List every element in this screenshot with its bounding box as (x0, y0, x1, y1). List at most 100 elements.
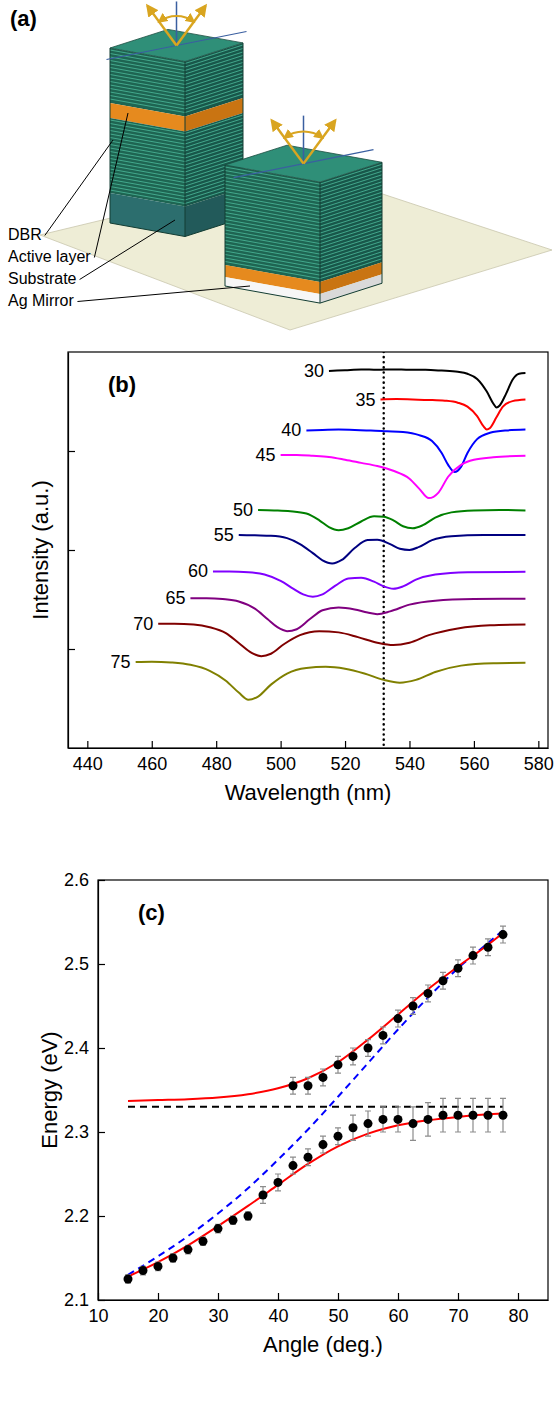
series-label: 75 (111, 652, 131, 672)
series-label: 35 (355, 390, 375, 410)
pillar-edge (110, 43, 243, 237)
data-point (244, 1212, 253, 1221)
layer-stripe (225, 220, 382, 240)
x-tick-mark (338, 1293, 339, 1300)
layer-side (320, 274, 382, 303)
x-tick-mark (398, 1293, 399, 1300)
data-point (139, 1266, 148, 1275)
layer-front (225, 277, 320, 303)
data-point (394, 1115, 403, 1124)
x-tick-mark (281, 741, 282, 748)
x-tick-label: 30 (208, 1306, 228, 1326)
pillar-edge (225, 162, 382, 303)
data-point (229, 1216, 238, 1225)
y-tick-mark (98, 1300, 105, 1301)
y-axis-line (98, 881, 99, 1301)
y-tick-label: 2.1 (64, 1290, 89, 1310)
x-axis-line (69, 748, 549, 749)
x-tick-mark (538, 741, 539, 748)
x-axis: 1020304050607080 (88, 1293, 548, 1326)
layer-stripe (225, 234, 382, 254)
data-point (484, 943, 493, 952)
series-line (128, 930, 503, 1274)
leader-line (80, 220, 175, 280)
y-tick-mark (68, 451, 75, 452)
layer-stripe (225, 227, 382, 247)
layer-stripe (225, 252, 382, 272)
plot-frame (68, 352, 548, 748)
data-point (169, 1254, 178, 1263)
figure: (a)DBRActive layerSubstrateAg Mirror4404… (0, 0, 557, 1403)
series-line (281, 455, 526, 498)
normal-line (303, 116, 305, 164)
data-point (424, 989, 433, 998)
x-tick-label: 60 (388, 1306, 408, 1326)
plot-area (136, 352, 526, 748)
series-line (213, 571, 525, 596)
data-point (334, 1060, 343, 1069)
x-tick-mark (409, 741, 410, 748)
data-point (439, 1111, 448, 1120)
panel-label: (b) (108, 372, 136, 397)
x-axis-title: Wavelength (nm) (225, 780, 392, 805)
x-tick-label: 540 (395, 754, 425, 774)
x-tick-label: 80 (508, 1306, 528, 1326)
data-point (469, 1111, 478, 1120)
layer-label: Active layer (8, 248, 91, 265)
data-point (199, 1237, 208, 1246)
layer-stripe (225, 182, 382, 202)
y-axis-title: Energy (eV) (37, 1031, 62, 1148)
y-tick-mark (98, 1216, 105, 1217)
leader-line (77, 286, 250, 302)
leader-line (94, 113, 128, 258)
plot-frame (98, 880, 548, 1300)
series-line (239, 535, 526, 564)
x-tick: 460 (137, 741, 167, 774)
incidence-arrows (107, 1, 247, 59)
y-tick-mark (68, 550, 75, 551)
data-point (379, 1115, 388, 1124)
y-tick: 2.6 (64, 870, 105, 890)
beam-arrow (177, 6, 206, 46)
x-tick: 30 (208, 1293, 228, 1326)
data-point (454, 964, 463, 973)
data-point (319, 1140, 328, 1149)
data-point (394, 1014, 403, 1023)
layer-label: Ag Mirror (8, 292, 74, 309)
series-label: 40 (281, 420, 301, 440)
x-tick: 520 (331, 741, 361, 774)
normal-line (176, 1, 178, 45)
series-label: 45 (256, 445, 276, 465)
series-label: 65 (165, 588, 185, 608)
x-tick-mark (152, 741, 153, 748)
x-tick-mark (458, 1293, 459, 1300)
y-tick: 2.1 (64, 1290, 105, 1310)
series-line (128, 1106, 503, 1108)
y-tick: 2.3 (64, 1122, 105, 1142)
layer-stripe (225, 189, 382, 209)
panel-label: (a) (10, 6, 37, 31)
x-tick: 40 (268, 1293, 288, 1326)
x-tick-mark (474, 741, 475, 748)
x-tick: 20 (148, 1293, 168, 1326)
data-point (319, 1073, 328, 1082)
x-tick: 580 (524, 741, 554, 774)
data-point (484, 1111, 493, 1120)
x-tick-mark (278, 1293, 279, 1300)
y-tick: 2.4 (64, 1038, 105, 1058)
x-tick-label: 50 (328, 1306, 348, 1326)
layer-stripe (225, 203, 382, 223)
series-label: 70 (133, 614, 153, 634)
series-line (128, 1114, 503, 1277)
x-axis: 440460480500520540560580 (69, 741, 554, 774)
data-point (259, 1191, 268, 1200)
beam-arrow (304, 120, 336, 163)
layer-stripe (225, 238, 382, 258)
y-tick-mark (98, 1132, 105, 1133)
data-point (289, 1161, 298, 1170)
y-tick-label: 2.3 (64, 1122, 89, 1142)
x-tick: 480 (202, 741, 232, 774)
x-tick: 500 (266, 741, 296, 774)
data-point (409, 1119, 418, 1128)
layer-label: DBR (8, 226, 42, 243)
